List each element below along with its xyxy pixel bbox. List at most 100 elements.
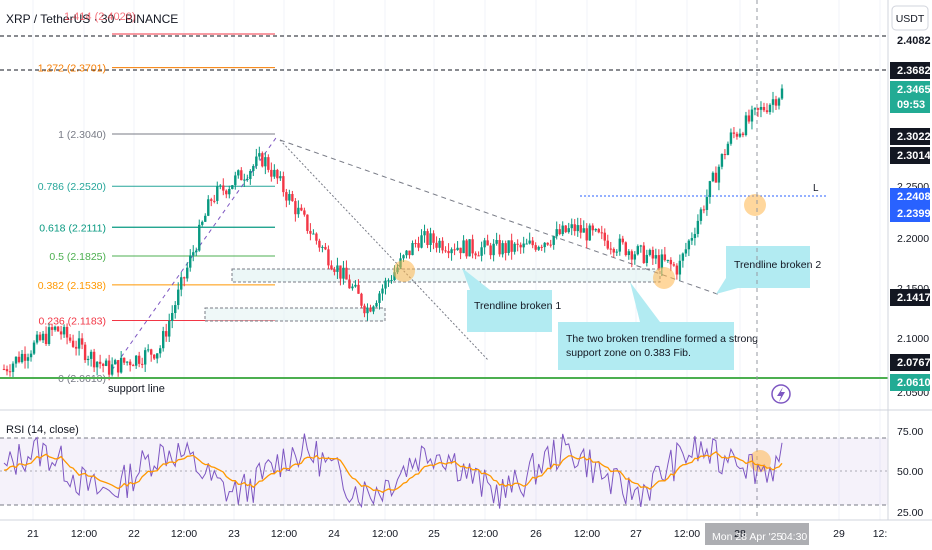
candle-body [195,250,198,253]
candle-body [738,133,742,137]
time-axis[interactable]: 21 12:00 22 12:00 23 12:00 24 12:00 25 12:00 26 12:… [27,523,887,545]
candle-body [402,255,405,259]
rsi-axis[interactable]: 75.00 50.00 25.00 [897,426,923,519]
candle-body [207,199,210,216]
price-tag-10 [890,374,930,391]
candle-body [690,238,694,241]
time-tick-2: 22 [128,528,140,540]
time-tick-9: 12:00 [472,528,498,540]
candle-body [564,225,567,233]
candle-body [23,353,27,361]
candle-body [774,99,778,106]
candle-body [264,157,267,167]
candle-body [41,333,45,341]
candle-body [489,245,492,256]
price-tag-9 [890,354,930,371]
time-tick-12: 27 [630,528,642,540]
candle-body [32,342,36,354]
trendline-2[interactable] [279,139,721,296]
top-fib-label: 1.414 (2.4020) [64,11,136,23]
price-tag-label-2: 2.3465 [897,84,931,96]
price-tag-label-3: 09:53 [897,99,925,111]
candle-body [26,357,30,361]
candle-body [213,200,216,202]
candle-body [315,233,318,241]
candle-body [113,360,117,365]
support-zone-box[interactable] [231,268,661,283]
candle-body [732,132,736,134]
rsi-line [3,433,783,509]
support-zone-box-2[interactable] [204,307,386,322]
candle-body [675,265,679,275]
time-tick-16: 12: [873,528,888,540]
candle-body [468,239,471,257]
candle-body [711,172,715,182]
candle-body [612,249,615,253]
candle-body [149,349,153,355]
candle-body [615,251,618,253]
candle-body [414,243,417,245]
rsi-ma-line [3,451,783,493]
candle-body [131,365,135,367]
candle-body [354,284,357,287]
candle-body [95,361,99,368]
candle-body [651,249,655,259]
callout-support-zone[interactable]: The two broken trendline formed a strong… [558,282,758,370]
candle-body [92,351,96,368]
candle-body [177,289,180,306]
candle-body [279,176,282,179]
candle-body [492,243,495,256]
candle-body [741,133,745,136]
candle-body [80,338,84,345]
candle-body [29,353,33,358]
price-tag-7 [890,205,930,222]
callout-trendline-1[interactable]: Trendline broken 1 [462,268,561,332]
candle-body [513,243,516,252]
candle-body [59,331,63,335]
price-axis[interactable]: 2.25002.20002.15002.10002.05002.40822.36… [890,35,932,399]
crosshair-time-label: 04:30 [781,531,807,543]
candle-body [5,369,9,372]
price-tag-label-7: 2.2399 [897,208,931,220]
candle-body [273,169,276,177]
candle-body [363,305,366,314]
fibonacci-retracement[interactable]: 1.272 (2.3701) 1 (2.3040) 0.786 (2.2520) 0.… [38,33,275,385]
fib-label-6: 0.236 (2.1183) [38,315,106,327]
candle-body [339,265,342,279]
rsi-tick-0: 75.00 [897,426,923,438]
candle-body [390,280,393,282]
candle-body [687,240,691,250]
candle-body [327,249,330,266]
trendline-1[interactable] [279,139,489,361]
candle-body [462,240,465,254]
candle-body [777,98,781,106]
candle-body [684,249,688,254]
candle-body [423,231,426,236]
candle-body [116,360,120,373]
candle-body [768,104,772,113]
candle-body [297,207,300,215]
fib-label-3: 0.618 (2.2111) [39,222,106,234]
time-tick-1: 12:00 [71,528,97,540]
candle-body [378,293,381,303]
candle-body [567,228,570,233]
chart-grid [32,0,881,520]
candle-body [630,251,634,260]
candle-body [765,110,769,113]
time-tick-7: 12:00 [372,528,398,540]
candle-body [531,240,534,246]
candle-body [168,320,171,337]
time-tick-0: 21 [27,528,39,540]
candle-body [372,306,375,312]
symbol-title[interactable]: XRP / TetherUS · 30 · BINANCE [6,12,178,26]
candle-body [657,255,661,269]
candle-body [333,269,336,272]
rsi-title[interactable]: RSI (14, close) [6,424,79,436]
currency-button[interactable] [891,5,929,31]
candle-body [288,194,291,201]
candle-body [20,353,24,363]
candle-body [483,240,486,248]
candle-body [165,331,168,337]
callout-trendline-2[interactable]: Trendline broken 2 [716,246,821,294]
